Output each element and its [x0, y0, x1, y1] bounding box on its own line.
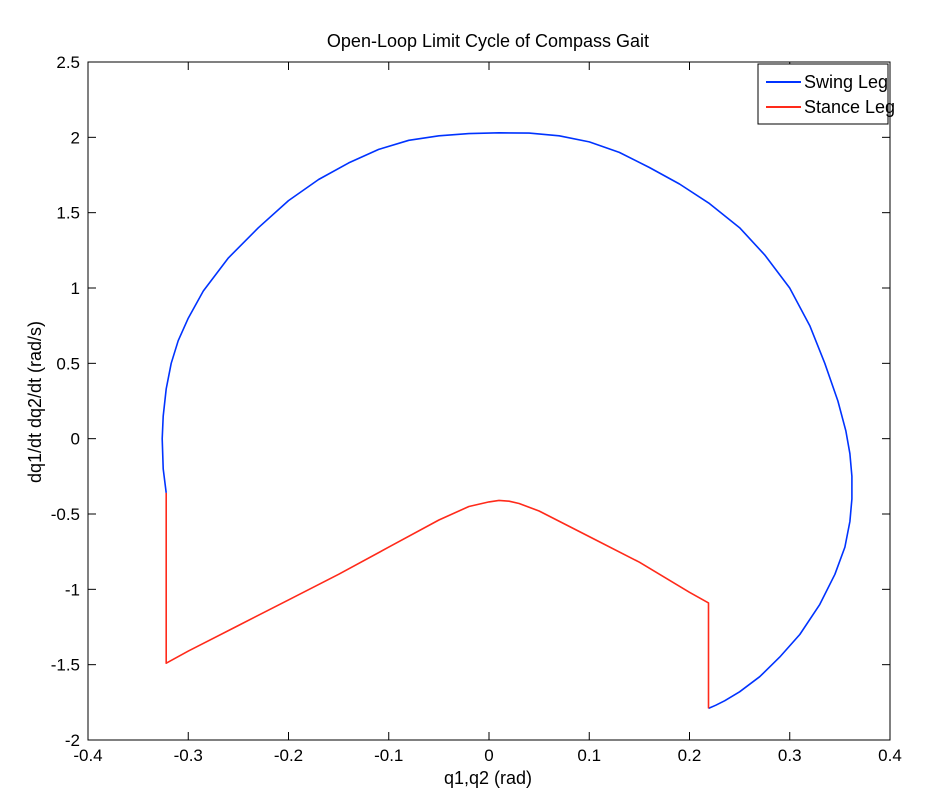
x-tick-label: -0.3: [174, 746, 203, 765]
y-tick-label: 0: [71, 430, 80, 449]
legend-label-stance-leg: Stance Leg: [804, 97, 895, 117]
x-tick-label: 0.2: [678, 746, 702, 765]
x-tick-label: -0.2: [274, 746, 303, 765]
x-tick-label: 0.4: [878, 746, 902, 765]
y-axis: -2 -1.5 -1 -0.5 0 0.5 1 1.5 2 2.5: [51, 53, 890, 750]
y-tick-label: 1.5: [56, 204, 80, 223]
y-tick-label: -1: [65, 580, 80, 599]
series-line-stance-leg: [165, 492, 710, 709]
y-tick-label: 2.5: [56, 53, 80, 72]
plot-area: -0.4 -0.3 -0.2 -0.1 0 0.1 0.2 0.3 0.4 -2-1.5-1-0…: [51, 53, 902, 765]
series-layer: [161, 132, 853, 710]
legend-label-swing-leg: Swing Leg: [804, 72, 888, 92]
legend-box: [757, 63, 889, 125]
y-tick-label: 0.5: [56, 354, 80, 373]
x-tick-label: -0.1: [374, 746, 403, 765]
y-tick-label: 2: [71, 128, 80, 147]
y-axis-label: dq1/dt dq2/dt (rad/s): [25, 321, 45, 483]
x-tick-label: 0.1: [577, 746, 601, 765]
y-tick-label: -0.5: [51, 505, 80, 524]
y-tick-label: -2: [65, 731, 80, 750]
y-tick-label: 1: [71, 279, 80, 298]
x-axis-label: q1,q2 (rad): [444, 768, 532, 788]
x-tick-label: 0: [484, 746, 493, 765]
x-tick-label: -0.4: [73, 746, 102, 765]
chart-title: Open-Loop Limit Cycle of Compass Gait: [327, 31, 649, 51]
series-line-swing-leg: [161, 132, 853, 710]
x-axis: -0.4 -0.3 -0.2 -0.1 0 0.1 0.2 0.3 0.4: [73, 62, 902, 765]
x-tick-label: 0.3: [778, 746, 802, 765]
legend: Swing Leg Stance Leg: [757, 63, 895, 125]
y-tick-label: -1.5: [51, 656, 80, 675]
